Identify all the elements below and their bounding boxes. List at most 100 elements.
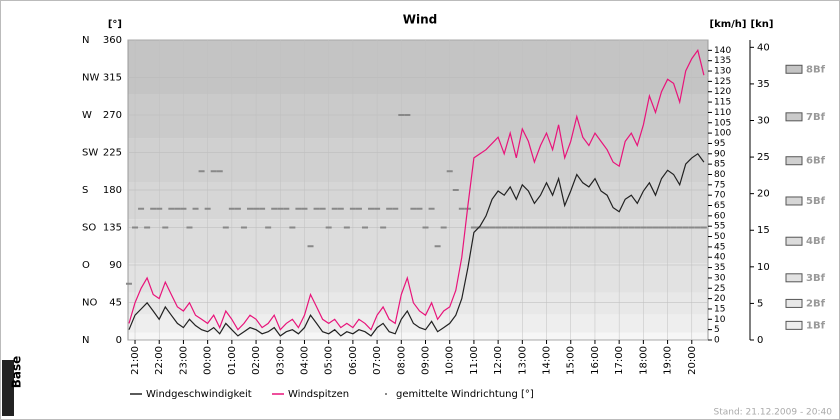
direction-dot <box>337 207 344 210</box>
x-tick-label: 09:00 <box>421 346 432 375</box>
direction-dot <box>374 207 381 210</box>
direction-dot <box>386 207 393 210</box>
bf-label: 4Bf <box>806 236 826 247</box>
direction-dot <box>301 207 308 210</box>
y2-tick-label: 105 <box>714 118 731 128</box>
direction-dot <box>598 226 605 229</box>
direction-dot <box>132 226 139 229</box>
bf-box <box>785 112 803 122</box>
direction-dot <box>307 245 314 248</box>
x-tick-label: 03:00 <box>275 346 286 375</box>
direction-dot <box>537 226 544 229</box>
direction-dot <box>361 226 368 229</box>
direction-dot <box>156 207 163 210</box>
y3-tick-label: 40 <box>757 42 770 53</box>
direction-dot <box>410 207 417 210</box>
y3-tick-label: 15 <box>757 225 770 236</box>
y2-tick-label: 120 <box>714 87 731 97</box>
x-tick-label: 15:00 <box>566 346 577 375</box>
y3-tick-label: 5 <box>757 298 763 309</box>
bf-label: 2Bf <box>806 298 826 309</box>
x-tick-label: 23:00 <box>178 346 189 375</box>
bf-box <box>785 64 803 74</box>
direction-dot <box>368 207 375 210</box>
y-tick-label: 270 <box>103 110 122 121</box>
direction-dot <box>476 226 483 229</box>
y2-tick-label: 85 <box>714 160 725 170</box>
direction-dot <box>325 226 332 229</box>
direction-dot <box>694 226 701 229</box>
y-tick-label: 90 <box>109 260 122 271</box>
direction-dot <box>573 226 580 229</box>
y2-tick-label: 70 <box>714 191 726 201</box>
x-tick-label: 02:00 <box>251 346 262 375</box>
direction-dot <box>277 207 284 210</box>
x-tick-label: 08:00 <box>396 346 407 375</box>
direction-dot <box>640 226 647 229</box>
direction-dot <box>652 226 659 229</box>
direction-dot <box>398 114 405 116</box>
y3-tick-label: 25 <box>757 152 770 163</box>
direction-dot <box>646 226 653 229</box>
direction-dot <box>585 226 592 229</box>
y2-tick-label: 0 <box>714 336 720 346</box>
direction-dot <box>682 226 689 229</box>
band <box>128 40 708 95</box>
legend-swatch <box>385 393 387 395</box>
x-tick-label: 07:00 <box>372 346 383 375</box>
direction-dot <box>434 245 441 248</box>
direction-dot <box>289 226 296 229</box>
footer: Stand: 21.12.2009 - 20:40 <box>713 408 832 418</box>
direction-dot <box>567 226 574 229</box>
direction-dot <box>404 114 411 116</box>
direction-dot <box>138 207 145 210</box>
direction-dot <box>331 207 338 210</box>
y2-tick-label: 75 <box>714 180 725 190</box>
bf-label: 5Bf <box>806 196 826 207</box>
direction-dot <box>355 207 362 210</box>
band <box>128 182 708 220</box>
x-tick-label: 05:00 <box>324 346 335 375</box>
y-compass-label: N <box>82 335 89 346</box>
y2-tick-label: 10 <box>714 315 726 325</box>
direction-dot <box>228 207 235 210</box>
direction-dot <box>579 226 586 229</box>
direction-dot <box>610 226 617 229</box>
x-tick-label: 20:00 <box>687 346 698 375</box>
bf-label: 7Bf <box>806 112 826 123</box>
bf-box <box>785 236 803 246</box>
bf-box <box>785 298 803 308</box>
direction-dot <box>259 207 266 210</box>
direction-dot <box>125 282 132 285</box>
y3-tick-label: 0 <box>757 335 763 346</box>
bf-label: 3Bf <box>806 273 826 284</box>
y-tick-label: 360 <box>103 35 122 46</box>
direction-dot <box>591 226 598 229</box>
y-compass-label: SW <box>82 148 98 159</box>
bf-box <box>785 273 803 283</box>
y-tick-label: 225 <box>103 148 122 159</box>
direction-dot <box>174 207 181 210</box>
x-tick-label: 12:00 <box>493 346 504 375</box>
logo <box>2 360 14 416</box>
direction-dot <box>440 226 447 229</box>
x-tick-label: 04:00 <box>299 346 310 375</box>
direction-dot <box>670 226 677 229</box>
direction-dot <box>295 207 302 210</box>
x-tick-label: 01:00 <box>227 346 238 375</box>
bf-label: 6Bf <box>806 156 826 167</box>
x-tick-label: 06:00 <box>348 346 359 375</box>
series-line <box>128 48 705 331</box>
direction-dot <box>676 226 683 229</box>
direction-dot <box>664 226 671 229</box>
direction-dot <box>313 207 320 210</box>
direction-dot <box>150 207 157 210</box>
y3-tick-label: 35 <box>757 79 770 90</box>
y2-tick-label: 55 <box>714 222 725 232</box>
direction-dot <box>700 226 707 229</box>
bf-box <box>785 156 803 166</box>
y2-tick-label: 95 <box>714 139 725 149</box>
direction-dot <box>519 226 526 229</box>
direction-dot <box>507 226 514 229</box>
